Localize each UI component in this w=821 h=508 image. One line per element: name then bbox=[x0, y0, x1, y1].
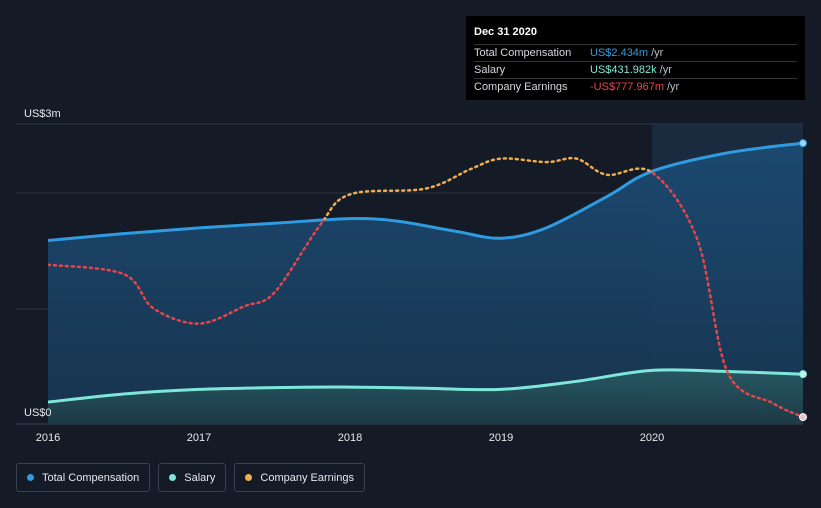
tooltip-value: US$431.982k bbox=[590, 64, 657, 76]
tooltip-label: Company Earnings bbox=[474, 81, 568, 93]
tooltip-unit: /yr bbox=[651, 47, 664, 59]
tooltip-row-earnings: Company Earnings -US$777.967m /yr bbox=[474, 78, 797, 95]
y-label-bottom: US$0 bbox=[24, 407, 52, 419]
company-earnings-end-point bbox=[799, 413, 807, 422]
legend-label: Total Compensation bbox=[42, 471, 140, 484]
x-tick-label: 2017 bbox=[187, 432, 211, 444]
total-compensation-end-point bbox=[799, 139, 807, 148]
legend: Total Compensation Salary Company Earnin… bbox=[16, 463, 365, 492]
x-tick-label: 2020 bbox=[640, 432, 664, 444]
legend-label: Salary bbox=[184, 471, 216, 484]
tooltip-date: Dec 31 2020 bbox=[474, 26, 537, 38]
legend-item-salary[interactable]: Salary bbox=[158, 463, 227, 492]
x-tick-label: 2016 bbox=[36, 432, 60, 444]
legend-dot-icon bbox=[245, 474, 253, 481]
total-compensation-line bbox=[47, 141, 804, 243]
tooltip-unit: /yr bbox=[667, 81, 680, 93]
total-compensation-area bbox=[48, 143, 803, 424]
legend-item-company-earnings[interactable]: Company Earnings bbox=[234, 463, 365, 492]
legend-item-total-compensation[interactable]: Total Compensation bbox=[16, 463, 151, 492]
salary-area bbox=[48, 369, 803, 424]
tooltip-label: Total Compensation bbox=[474, 47, 572, 59]
x-tick-label: 2018 bbox=[338, 432, 362, 444]
salary-line bbox=[47, 368, 804, 404]
salary-end-point bbox=[799, 370, 807, 379]
tooltip-value: US$2.434m bbox=[590, 47, 649, 59]
tooltip-label: Salary bbox=[474, 64, 506, 76]
legend-dot-icon bbox=[27, 474, 34, 481]
y-label-top: US$3m bbox=[24, 108, 61, 120]
company-earnings-line-above bbox=[48, 156, 803, 241]
tooltip-unit: /yr bbox=[659, 64, 672, 76]
legend-label: Company Earnings bbox=[260, 471, 354, 484]
tooltip-row-total: Total Compensation US$2.434m /yr bbox=[474, 44, 797, 61]
x-tick-label: 2019 bbox=[489, 432, 513, 444]
tooltip-row-salary: Salary US$431.982k /yr bbox=[474, 61, 797, 78]
tooltip: Dec 31 2020 Total Compensation US$2.434m… bbox=[466, 16, 805, 100]
legend-dot-icon bbox=[169, 474, 177, 481]
tooltip-value: -US$777.967m bbox=[590, 81, 664, 93]
